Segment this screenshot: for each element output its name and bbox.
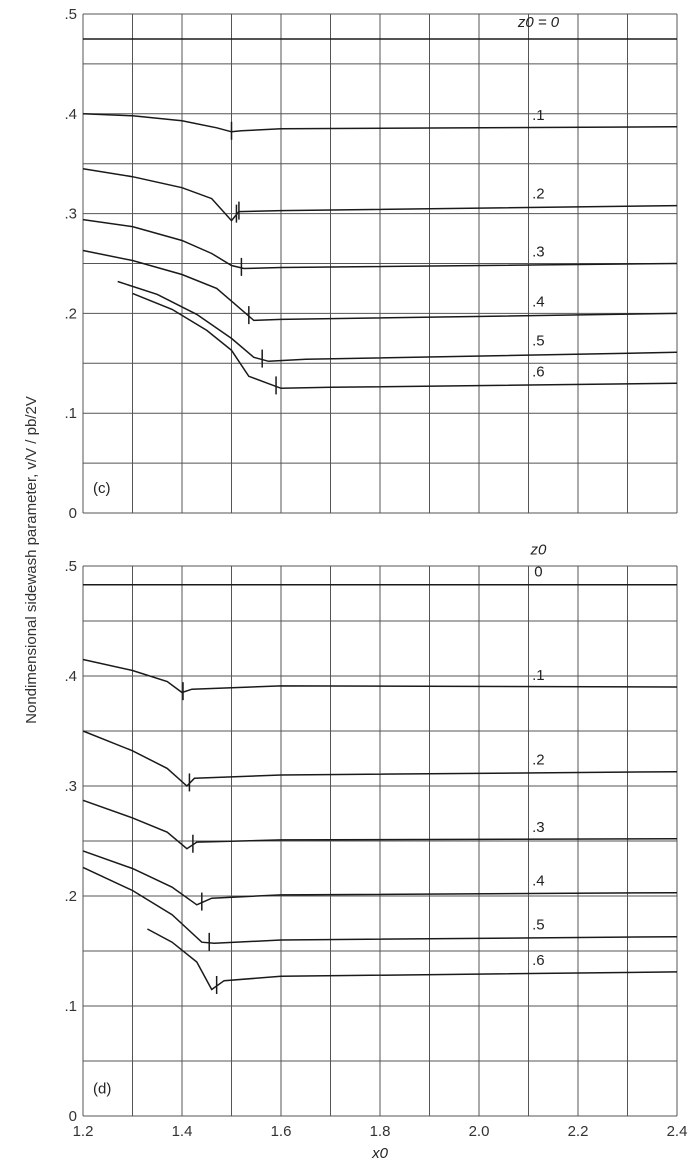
legend-title: z0 = 0: [517, 14, 560, 31]
x-axis-label: x0: [371, 1145, 389, 1162]
series-line: [132, 292, 678, 390]
series-line: [82, 249, 678, 322]
series-label: .5: [532, 332, 545, 349]
series-label: .1: [532, 107, 545, 124]
grid: [82, 565, 678, 1117]
y-tick-label: .4: [64, 668, 77, 685]
y-tick-label: 0: [69, 1108, 77, 1125]
x-tick-label: 1.2: [73, 1123, 94, 1140]
y-tick-label: .4: [64, 106, 77, 123]
series-.1: .1: [82, 658, 678, 701]
series-.4: .4: [82, 249, 678, 325]
series-label: .6: [532, 952, 545, 969]
panel-label: (d): [93, 1081, 111, 1098]
y-tick-label: 0: [69, 505, 77, 522]
panel-c: .5 .4 .3 .2 .1 0 .1 .2 .3 .4 .5 .6 z0 = 0 (c): [64, 6, 678, 522]
series-.4: .4: [82, 850, 678, 911]
series-.6: .6: [147, 928, 678, 994]
y-tick-label: .5: [64, 6, 77, 23]
x-tick-label: 1.6: [271, 1123, 292, 1140]
series-label: .5: [532, 917, 545, 934]
series-line: [82, 850, 678, 906]
grid: [82, 13, 678, 514]
series-label: .4: [532, 293, 545, 310]
y-tick-label: .1: [64, 405, 77, 422]
x-tick-label: 2.2: [568, 1123, 589, 1140]
series-label: .1: [532, 667, 545, 684]
series-line: [82, 799, 678, 850]
x-tick-label: 1.4: [172, 1123, 193, 1140]
y-tick-labels: .5 .4 .3 .2 .1 0: [64, 558, 77, 1125]
series-.2: .2: [82, 730, 678, 792]
x-tick-label: 2.4: [667, 1123, 688, 1140]
series-.6: .6: [132, 292, 678, 395]
y-axis-label: Nondimensional sidewash parameter, v/V /…: [23, 396, 40, 724]
series-line: [147, 928, 678, 991]
series-.5: .5: [117, 280, 678, 368]
x-tick-label: 1.8: [370, 1123, 391, 1140]
series-line: [82, 218, 678, 270]
series-label: .2: [532, 186, 545, 203]
series-line: [117, 280, 678, 363]
series-label: .4: [532, 873, 545, 890]
series-line: [82, 113, 678, 133]
series-label: .3: [532, 819, 545, 836]
y-axis-title: Nondimensional sidewash parameter, v/V /…: [23, 396, 40, 724]
x-tick-label: 2.0: [469, 1123, 490, 1140]
panel-label: (c): [93, 480, 111, 497]
series-.3: .3: [82, 218, 678, 276]
series-label: .2: [532, 752, 545, 769]
y-tick-label: .2: [64, 305, 77, 322]
series-label: .6: [532, 363, 545, 380]
y-tick-labels: .5 .4 .3 .2 .1 0: [64, 6, 77, 522]
legend-first-entry: 0: [534, 564, 542, 581]
y-tick-label: .1: [64, 998, 77, 1015]
series-label: .3: [532, 244, 545, 261]
series-line: [82, 167, 678, 222]
series-line: [82, 866, 678, 945]
series-.5: .5: [82, 866, 678, 951]
y-tick-label: .2: [64, 888, 77, 905]
panel-d: .5.4.3.2.101.2 1.4 1.6 1.8 2.0 2.2 2.4.1.2.3.4…: [64, 542, 687, 1140]
series-.2: .2: [82, 167, 678, 223]
series-line: [82, 658, 678, 694]
series-.1: .1: [82, 107, 678, 140]
series-.3: .3: [82, 799, 678, 853]
legend-title: z0: [529, 542, 547, 559]
x-tick-labels: 1.2 1.4 1.6 1.8 2.0 2.2 2.4: [73, 1123, 688, 1140]
y-tick-label: .3: [64, 206, 77, 223]
y-tick-label: .3: [64, 778, 77, 795]
y-tick-label: .5: [64, 558, 77, 575]
series-line: [82, 730, 678, 788]
